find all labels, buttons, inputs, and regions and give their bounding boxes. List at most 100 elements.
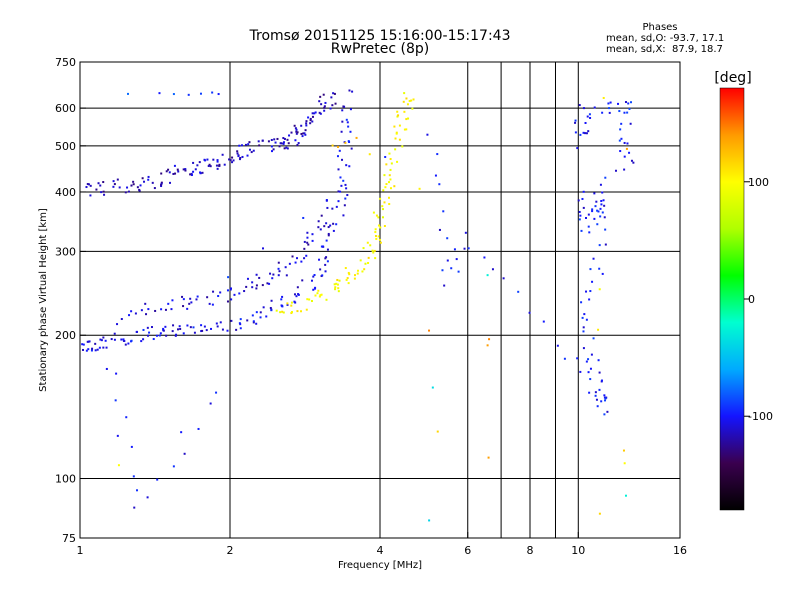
data-point <box>602 199 605 202</box>
data-point <box>342 179 345 182</box>
data-point <box>345 278 348 281</box>
data-point <box>589 290 592 293</box>
data-point <box>594 205 597 208</box>
data-point <box>359 259 362 262</box>
stats-heading: Phases <box>642 22 677 33</box>
data-point <box>387 196 390 199</box>
data-point <box>346 121 349 124</box>
data-point <box>172 465 175 468</box>
data-point <box>82 348 85 351</box>
data-point <box>262 306 265 309</box>
x-tick-label: 10 <box>571 544 585 557</box>
data-point <box>325 222 328 225</box>
data-point <box>576 357 579 360</box>
data-point <box>584 132 587 135</box>
data-point <box>582 190 585 193</box>
data-point <box>389 158 392 161</box>
data-point <box>124 191 127 194</box>
data-point <box>323 106 326 109</box>
data-point <box>152 338 155 341</box>
data-point <box>102 346 105 349</box>
data-point <box>385 183 388 186</box>
data-point <box>599 207 602 210</box>
data-point <box>601 211 604 214</box>
data-point <box>114 399 117 402</box>
x-tick-label: 1 <box>77 544 84 557</box>
data-point <box>306 298 309 301</box>
data-point <box>98 346 101 349</box>
data-point <box>327 234 330 237</box>
data-point <box>577 199 580 202</box>
data-point <box>393 125 396 128</box>
data-point <box>139 184 142 187</box>
data-point <box>221 153 224 156</box>
data-point <box>113 183 116 186</box>
data-point <box>364 262 367 265</box>
data-point <box>182 298 185 301</box>
data-point <box>158 92 161 95</box>
data-point <box>88 340 91 343</box>
data-point <box>323 109 326 112</box>
data-point <box>144 302 147 305</box>
data-point <box>326 248 329 251</box>
data-point <box>277 274 280 277</box>
data-point <box>623 168 626 171</box>
data-point <box>600 400 603 403</box>
data-point <box>130 310 133 313</box>
data-point <box>394 148 397 151</box>
data-point <box>319 294 322 297</box>
data-point <box>487 456 490 459</box>
data-point <box>596 209 599 212</box>
data-point <box>255 287 258 290</box>
data-point <box>412 98 415 101</box>
data-point <box>606 410 609 413</box>
data-point <box>578 210 581 213</box>
data-point <box>622 449 625 452</box>
data-point <box>330 96 333 99</box>
data-point <box>136 186 139 189</box>
data-point <box>623 111 626 114</box>
data-point <box>618 139 621 142</box>
data-point <box>326 206 329 209</box>
data-point <box>259 311 262 314</box>
data-point <box>282 142 285 145</box>
stats-line-x: mean, sd,X: 87.9, 18.7 <box>606 44 723 55</box>
data-point <box>604 228 607 231</box>
data-point <box>216 167 219 170</box>
data-point <box>322 93 325 96</box>
data-point <box>196 295 199 298</box>
data-point <box>628 151 631 154</box>
data-point <box>82 343 85 346</box>
data-point <box>602 96 605 99</box>
data-point <box>302 216 305 219</box>
data-point <box>283 137 286 140</box>
data-point <box>374 234 377 237</box>
data-point <box>324 263 327 266</box>
data-point <box>304 129 307 132</box>
data-point <box>628 107 631 110</box>
data-point <box>174 334 177 337</box>
data-point <box>270 150 273 153</box>
data-point <box>233 293 236 296</box>
data-point <box>563 357 566 360</box>
data-point <box>295 132 298 135</box>
data-point <box>327 232 330 235</box>
data-point <box>597 359 600 362</box>
data-point <box>389 178 392 181</box>
data-point <box>130 445 133 448</box>
data-point <box>231 156 234 159</box>
data-point <box>248 148 251 151</box>
data-point <box>186 324 189 327</box>
data-point <box>388 181 391 184</box>
data-point <box>317 220 320 223</box>
data-point <box>389 168 392 171</box>
stats-line-o: mean, sd,O: -93.7, 17.1 <box>606 33 724 44</box>
data-point <box>293 293 296 296</box>
data-point <box>300 310 303 313</box>
data-point <box>164 325 167 328</box>
data-point <box>187 93 190 96</box>
data-point <box>239 327 242 330</box>
data-point <box>623 155 626 158</box>
data-point <box>272 148 275 151</box>
data-point <box>158 334 161 337</box>
